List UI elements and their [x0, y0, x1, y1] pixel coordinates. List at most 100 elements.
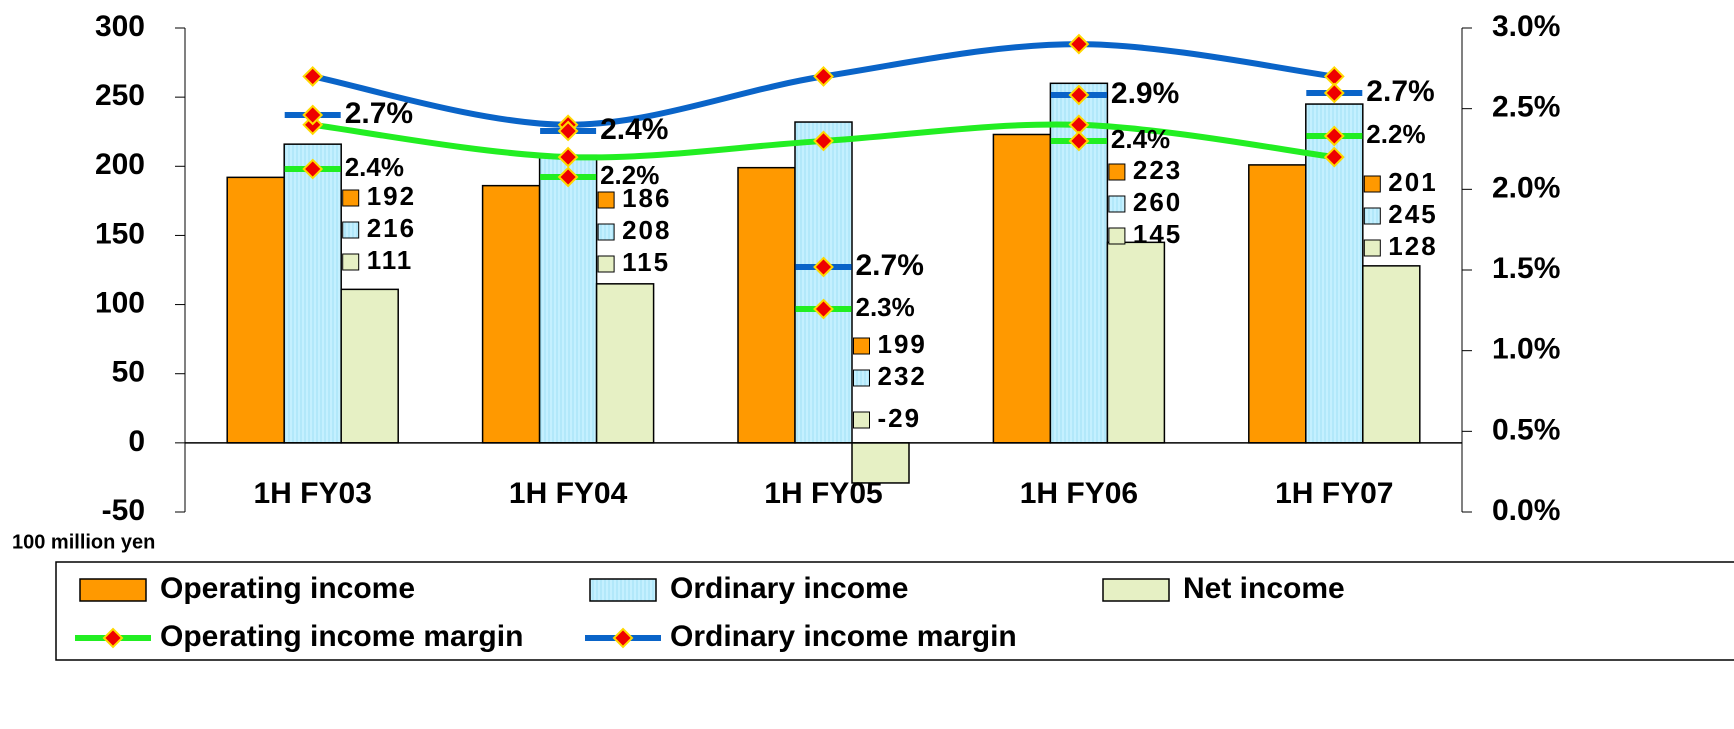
y2-tick-label: 3.0%: [1492, 10, 1560, 43]
label-key-marker: [1323, 125, 1345, 147]
data-label: 232: [878, 361, 927, 391]
label-key-marker: [813, 256, 834, 278]
data-label: 2.7%: [1366, 75, 1434, 108]
line-marker: [302, 65, 324, 87]
line-marker: [813, 65, 834, 87]
line-marker: [557, 146, 579, 168]
label-key: [853, 411, 870, 429]
y-tick-label: 50: [112, 356, 145, 389]
legend-swatch: [589, 578, 657, 602]
y-tick-label: 250: [95, 79, 145, 112]
bar: [1362, 265, 1421, 444]
data-label: 260: [1133, 187, 1182, 217]
legend-swatch: [79, 578, 147, 602]
label-key-marker: [557, 120, 579, 142]
data-label: 2.4%: [1111, 124, 1170, 154]
unit-label: 100 million yen: [12, 531, 155, 553]
bar: [1106, 241, 1166, 444]
y-tick-label: 300: [95, 10, 145, 43]
y2-tick-label: 1.5%: [1492, 252, 1560, 285]
label-key-marker: [1068, 130, 1090, 152]
y-tick-label: 200: [95, 148, 145, 181]
label-key-marker: [302, 158, 324, 180]
data-label: 186: [622, 183, 671, 213]
bar: [538, 154, 598, 444]
bar: [283, 143, 342, 444]
y2-tick-label: 1.0%: [1492, 333, 1560, 366]
data-label: 208: [622, 215, 671, 245]
data-label: 2.7%: [345, 97, 413, 130]
line-marker: [1068, 33, 1090, 55]
label-key: [1108, 227, 1126, 245]
legend-label: Operating income margin: [160, 620, 523, 653]
data-label: 2.4%: [345, 152, 404, 182]
label-key: [853, 337, 870, 355]
y-tick-label: 100: [95, 286, 145, 319]
legend-box: [55, 561, 1734, 661]
label-key: [1108, 163, 1126, 181]
legend-marker: [612, 627, 634, 649]
bar: [737, 166, 796, 444]
label-key: [1363, 207, 1381, 225]
label-key: [1363, 239, 1381, 257]
label-key-marker: [813, 298, 834, 320]
label-key: [597, 255, 615, 273]
label-key: [1108, 195, 1126, 213]
legend-marker: [102, 627, 124, 649]
bar: [595, 283, 655, 444]
data-label: 2.2%: [600, 160, 659, 190]
label-key-marker: [1068, 84, 1090, 106]
label-key: [1363, 175, 1381, 193]
legend-label: Operating income: [160, 572, 415, 605]
data-label: 145: [1133, 219, 1182, 249]
y2-tick-label: 0.5%: [1492, 413, 1560, 446]
data-label: 199: [878, 329, 927, 359]
bar: [481, 184, 541, 444]
legend-label: Ordinary income: [670, 572, 908, 605]
data-label: 128: [1388, 231, 1437, 261]
bar: [226, 176, 285, 444]
label-key: [597, 191, 615, 209]
label-key-marker: [1323, 82, 1345, 104]
legend-label: Ordinary income margin: [670, 620, 1017, 653]
line-marker: [1323, 146, 1345, 168]
bar: [992, 133, 1052, 444]
data-label: -29: [878, 403, 922, 433]
label-key: [853, 369, 870, 387]
data-label: 201: [1388, 167, 1437, 197]
data-label: 192: [367, 181, 416, 211]
x-tick-label: 1H FY04: [509, 477, 628, 510]
y2-tick-label: 0.0%: [1492, 494, 1560, 527]
x-tick-label: 1H FY05: [764, 477, 882, 510]
data-label: 111: [367, 245, 414, 275]
line-marker: [813, 130, 834, 152]
bar: [340, 288, 399, 444]
x-tick-label: 1H FY03: [254, 477, 372, 510]
bar: [1305, 103, 1364, 444]
bar: [1248, 164, 1307, 444]
legend-label: Net income: [1183, 572, 1345, 605]
label-key-marker: [557, 166, 579, 188]
data-label: 2.7%: [856, 249, 924, 282]
data-label: 2.2%: [1366, 119, 1425, 149]
y-tick-label: 0: [128, 425, 145, 458]
data-label: 245: [1388, 199, 1437, 229]
data-label: 223: [1133, 155, 1182, 185]
bar: [794, 121, 853, 444]
data-label: 2.9%: [1111, 77, 1179, 110]
y-tick-label: 150: [95, 217, 145, 250]
data-label: 216: [367, 213, 416, 243]
data-label: 2.4%: [600, 113, 668, 146]
y2-tick-label: 2.5%: [1492, 91, 1560, 124]
x-tick-label: 1H FY06: [1020, 477, 1138, 510]
label-key: [597, 223, 615, 241]
legend-swatch: [1102, 578, 1170, 602]
y2-tick-label: 2.0%: [1492, 171, 1560, 204]
label-key-marker: [302, 104, 324, 126]
label-key: [342, 221, 360, 239]
label-key: [342, 253, 360, 271]
data-label: 2.3%: [856, 292, 915, 322]
label-key: [342, 189, 360, 207]
data-label: 115: [622, 247, 670, 277]
